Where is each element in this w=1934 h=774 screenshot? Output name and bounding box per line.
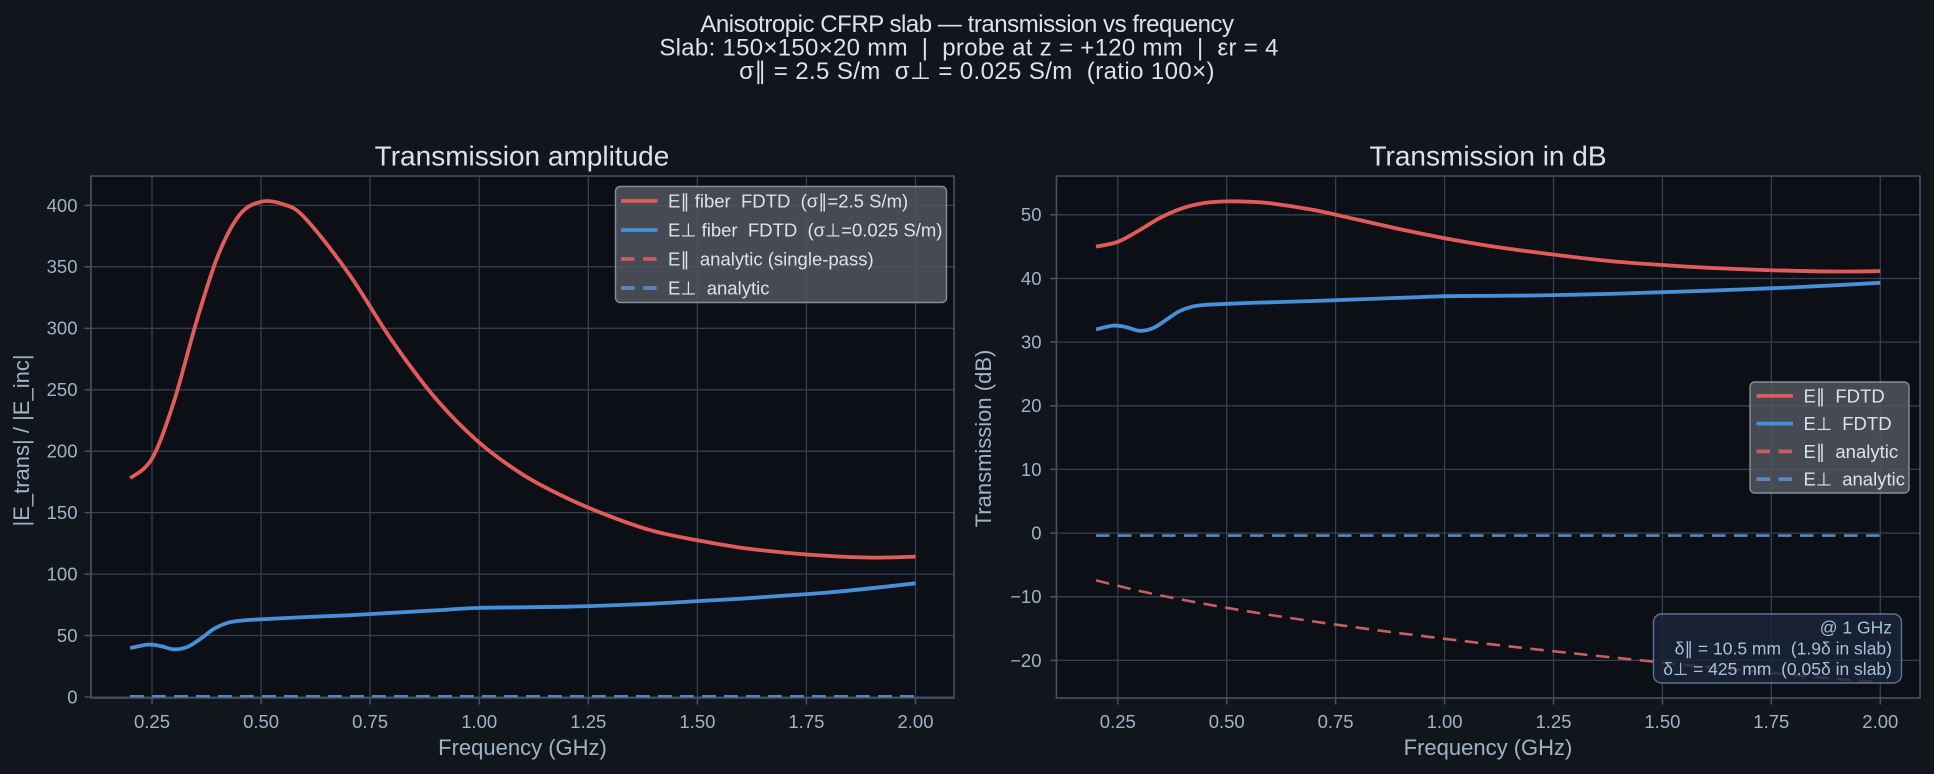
svg-text:E∥ FDTD: E∥ FDTD (1804, 385, 1885, 407)
svg-text:200: 200 (47, 441, 78, 462)
svg-text:250: 250 (47, 379, 78, 400)
svg-text:100: 100 (47, 564, 78, 585)
svg-text:E∥ analytic: E∥ analytic (1804, 441, 1899, 463)
svg-text:Transmission amplitude: Transmission amplitude (375, 141, 670, 172)
svg-text:1.00: 1.00 (1427, 711, 1463, 732)
svg-text:Transmission (dB): Transmission (dB) (971, 350, 996, 528)
svg-text:@ 1 GHz: @ 1 GHz (1820, 618, 1892, 638)
svg-text:0: 0 (67, 686, 77, 707)
svg-text:1.25: 1.25 (1535, 711, 1571, 732)
svg-text:−20: −20 (1010, 650, 1041, 671)
svg-text:0.75: 0.75 (1318, 711, 1354, 732)
svg-text:2.00: 2.00 (897, 711, 933, 732)
svg-text:1.25: 1.25 (570, 711, 606, 732)
svg-text:10: 10 (1021, 459, 1042, 480)
svg-text:E⊥ fiber FDTD (σ⊥=0.025 S/m): E⊥ fiber FDTD (σ⊥=0.025 S/m) (668, 220, 942, 241)
svg-text:50: 50 (1021, 204, 1042, 225)
svg-text:|E_trans| / |E_inc|: |E_trans| / |E_inc| (9, 354, 34, 526)
svg-text:δ⊥ = 425 mm (0.05δ in slab): δ⊥ = 425 mm (0.05δ in slab) (1663, 659, 1892, 679)
svg-text:σ∥ = 2.5 S/m σ⊥ = 0.025 S/m: σ∥ = 2.5 S/m σ⊥ = 0.025 S/m (ratio 100×) (739, 58, 1215, 85)
svg-text:150: 150 (47, 502, 78, 523)
svg-text:E∥ analytic (single-pass): E∥ analytic (single-pass) (668, 249, 874, 271)
svg-text:1.50: 1.50 (1644, 711, 1680, 732)
svg-text:E⊥ analytic: E⊥ analytic (668, 278, 769, 299)
svg-text:0.50: 0.50 (1209, 711, 1245, 732)
svg-text:400: 400 (47, 195, 78, 216)
svg-text:E∥ fiber FDTD (σ∥=2.5 S/m): E∥ fiber FDTD (σ∥=2.5 S/m) (668, 191, 908, 213)
svg-text:300: 300 (47, 318, 78, 339)
svg-text:Transmission in dB: Transmission in dB (1369, 141, 1606, 172)
svg-text:E⊥ FDTD: E⊥ FDTD (1804, 413, 1892, 434)
svg-text:Frequency (GHz): Frequency (GHz) (1404, 735, 1573, 760)
svg-text:1.50: 1.50 (679, 711, 715, 732)
svg-text:0.50: 0.50 (243, 711, 279, 732)
svg-text:Slab: 150×150×20 mm | probe: Slab: 150×150×20 mm | probe at z = +120 … (659, 35, 1278, 62)
svg-text:E⊥ analytic: E⊥ analytic (1804, 469, 1905, 490)
svg-text:Frequency (GHz): Frequency (GHz) (438, 735, 607, 760)
svg-text:0: 0 (1031, 523, 1041, 544)
svg-text:20: 20 (1021, 395, 1042, 416)
svg-text:0.75: 0.75 (352, 711, 388, 732)
svg-text:1.00: 1.00 (461, 711, 497, 732)
svg-text:1.75: 1.75 (1753, 711, 1789, 732)
svg-text:350: 350 (47, 256, 78, 277)
svg-text:δ∥ = 10.5 mm (1.9δ in slab): δ∥ = 10.5 mm (1.9δ in slab) (1675, 639, 1892, 659)
svg-text:Anisotropic CFRP slab — transm: Anisotropic CFRP slab — transmission vs … (700, 11, 1234, 38)
svg-text:40: 40 (1021, 268, 1042, 289)
svg-text:0.25: 0.25 (134, 711, 170, 732)
svg-text:2.00: 2.00 (1862, 711, 1898, 732)
svg-text:30: 30 (1021, 332, 1042, 353)
svg-text:1.75: 1.75 (788, 711, 824, 732)
svg-text:50: 50 (57, 625, 78, 646)
svg-text:0.25: 0.25 (1100, 711, 1136, 732)
svg-text:−10: −10 (1010, 586, 1041, 607)
